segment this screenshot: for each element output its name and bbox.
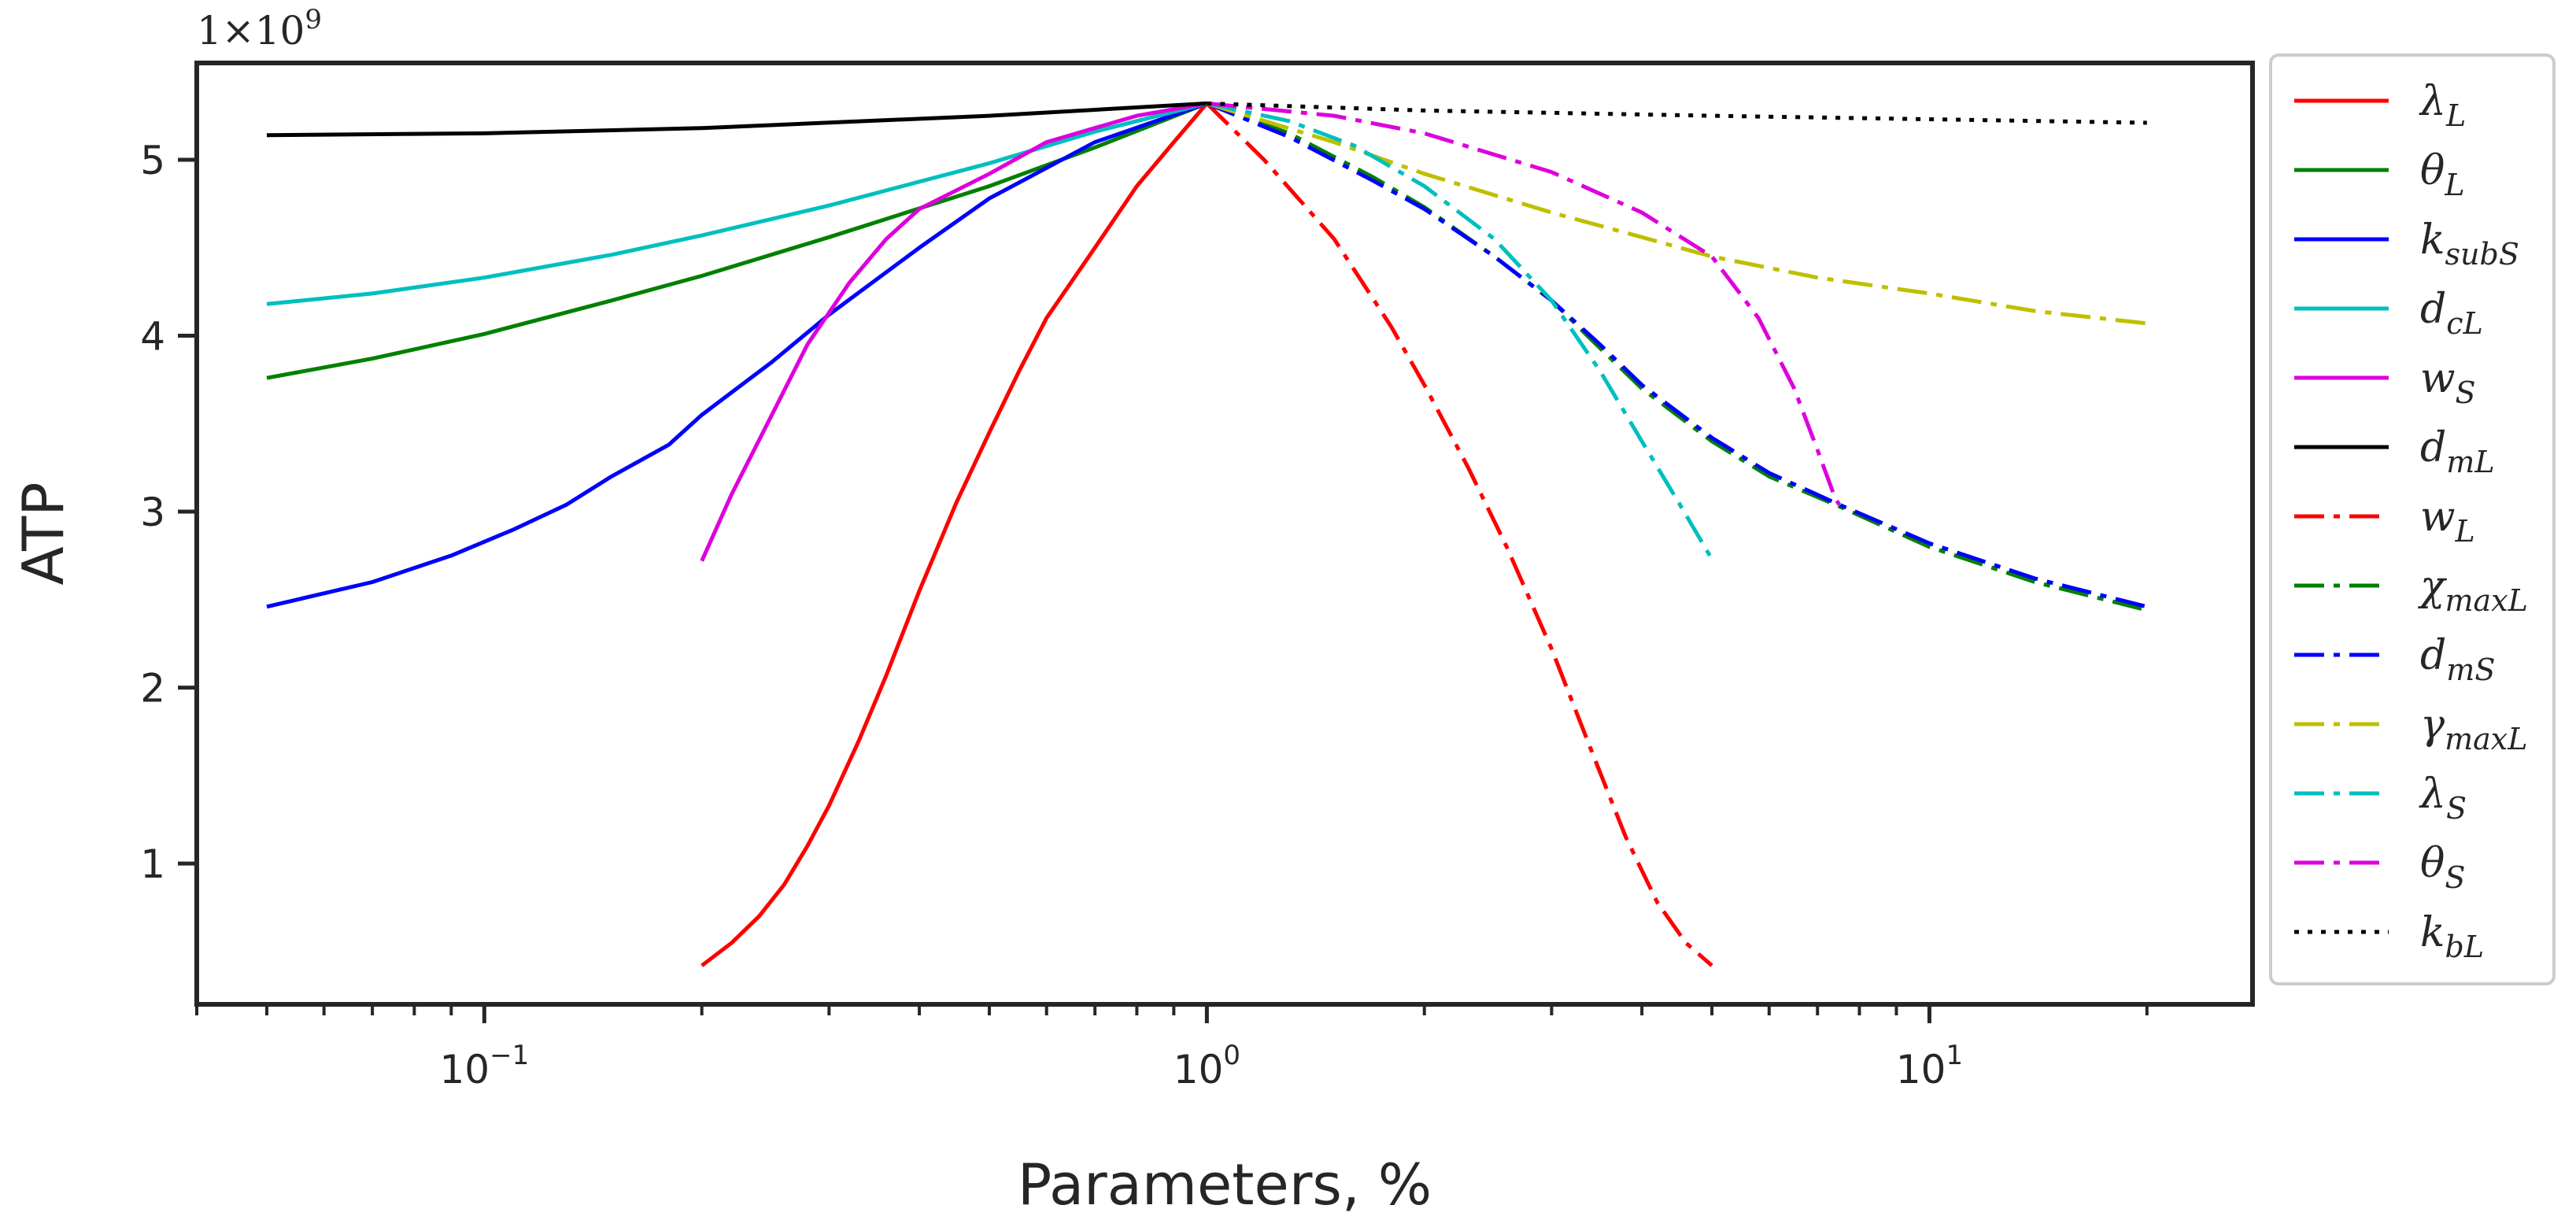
series-line-lambda-l (700, 102, 1209, 967)
y-tick-label: 3 (140, 490, 165, 535)
x-tick-label: 10−1 (439, 1040, 529, 1092)
y-tick-label: 4 (140, 314, 165, 360)
series-line-d-cl (266, 101, 1208, 306)
y-multiplier-label: 1×109 (197, 4, 322, 54)
series-layer (266, 101, 2148, 967)
legend-label-w-l: wL (2420, 494, 2475, 549)
series-line-d-ms (1206, 102, 2148, 609)
x-axis-title: Parameters, % (1018, 1152, 1432, 1218)
series-line-theta-s (1207, 101, 1841, 506)
y-axis-ticks: 1 2 3 4 5 (140, 138, 197, 887)
x-tick-label: 101 (1896, 1040, 1963, 1092)
legend-label-w-s: wS (2420, 355, 2476, 410)
series-line-lambda-s (1206, 101, 1714, 560)
x-axis-ticks: 10−1 100 101 (195, 1004, 2149, 1092)
legend-label-gamma-maxl: γmaxL (2420, 701, 2527, 756)
y-axis-title: ATP (10, 482, 76, 585)
legend: λL θL ksubS dcL wS dmL wL χmaxL dmS γmaxL λS θS kbL (2269, 54, 2556, 985)
legend-label-chi-maxl: χmaxL (2417, 563, 2528, 618)
legend-label-k-bl: kbL (2420, 909, 2484, 964)
y-tick-label: 5 (140, 138, 165, 183)
legend-label-d-ml: dmL (2420, 424, 2495, 479)
series-line-chi-maxl (1206, 102, 2148, 612)
legend-label-k-subs: ksubS (2420, 216, 2519, 272)
series-line-d-ml (266, 101, 1207, 138)
legend-label-d-ms: dmS (2420, 632, 2495, 687)
legend-label-theta-s: θS (2420, 840, 2465, 895)
legend-box (2269, 54, 2556, 985)
series-line-w-s (700, 101, 1207, 562)
legend-label-lambda-s: λS (2419, 771, 2467, 826)
series-line-k-subs (266, 102, 1208, 609)
y-tick-label: 1 (140, 841, 165, 887)
x-tick-label: 100 (1173, 1040, 1240, 1092)
legend-label-lambda-l: λL (2419, 78, 2466, 133)
legend-label-d-cl: dcL (2420, 286, 2483, 341)
legend-label-theta-l: θL (2420, 147, 2465, 202)
y-tick-label: 2 (140, 666, 165, 712)
series-line-w-l (1205, 102, 1713, 967)
